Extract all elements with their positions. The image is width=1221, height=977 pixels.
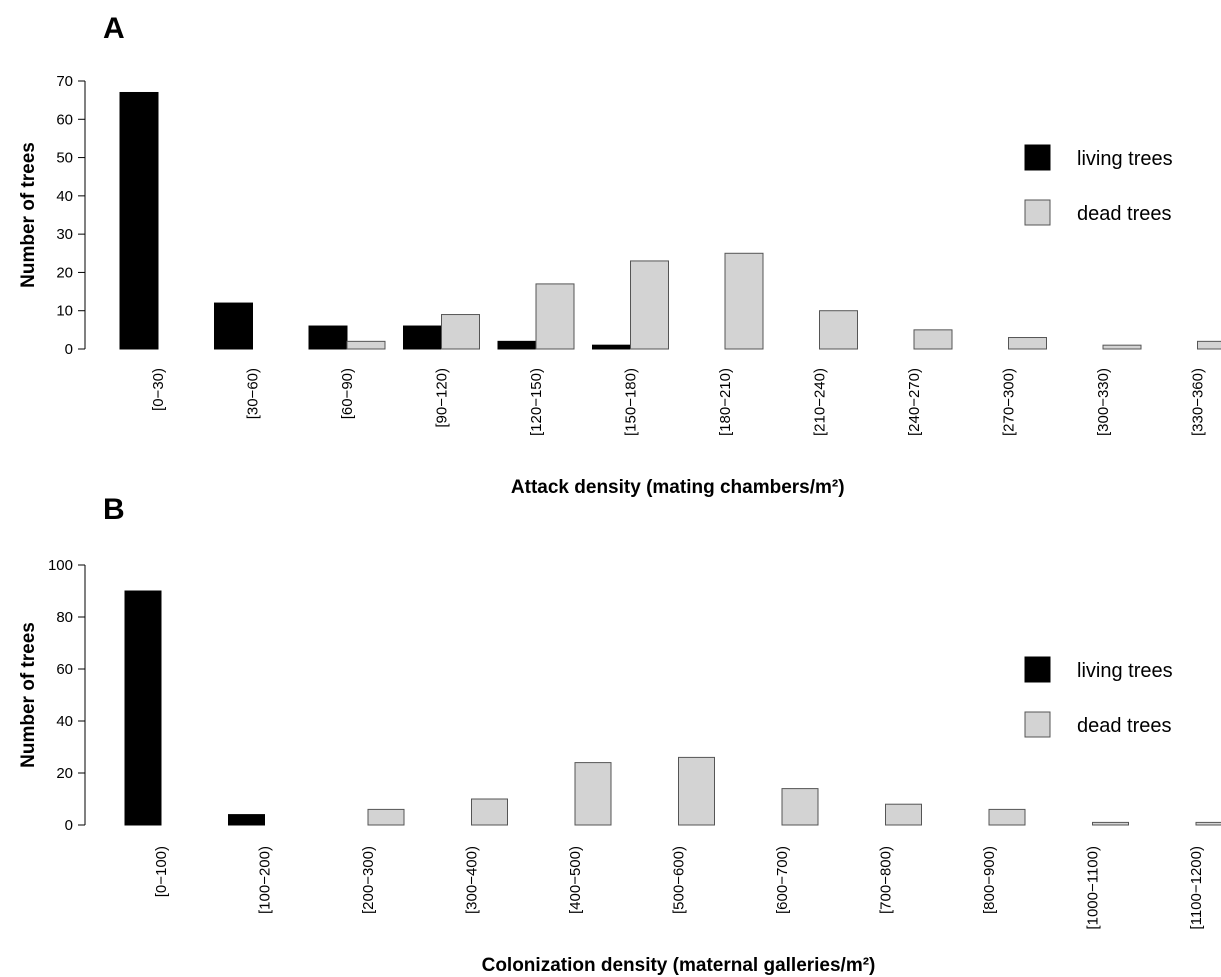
chart-b-panel-letter: B xyxy=(103,493,125,526)
chart-b-y-axis-label: Number of trees xyxy=(18,622,39,768)
chart-a-x-axis-label: Attack density (mating chambers/m²) xyxy=(511,477,845,498)
chart-b-x-category-label: [500−600) xyxy=(671,846,688,914)
chart-a-bar-dead xyxy=(346,340,386,350)
chart-a-svg: A 0 10 20 30 40 50 60 70 Number of trees [0−30) [30… xyxy=(18,12,1221,498)
chart-b-x-category-label: [1000−1100) xyxy=(1085,846,1102,930)
chart-b-x-category-label: [0−100) xyxy=(153,846,170,897)
chart-b-x-category-label: [700−800) xyxy=(878,846,895,914)
chart-b-bar-dead xyxy=(1195,821,1221,826)
chart-a-legend-swatch-living xyxy=(1024,144,1051,171)
chart-b-bar-dead xyxy=(367,808,405,826)
chart-a-legend-swatch-dead xyxy=(1024,199,1051,226)
chart-a-y-tick-label: 70 xyxy=(56,73,73,90)
chart-a-x-category-label: [270−300) xyxy=(1001,368,1018,436)
chart-a-panel-letter: A xyxy=(103,12,125,45)
chart-a-bar-dead xyxy=(535,283,575,350)
chart-a-bar-dead xyxy=(441,314,480,350)
chart-a-y-tick-label: 40 xyxy=(56,188,73,205)
chart-b-x-category-label: [300−400) xyxy=(464,846,481,914)
chart-b-y-tick-label: 60 xyxy=(56,661,73,678)
chart-b-bar-dead xyxy=(471,798,508,826)
chart-a-x-category-label: [30−60) xyxy=(245,368,262,419)
chart-a-bar-dead xyxy=(1102,344,1142,350)
chart-a-bar-living xyxy=(119,91,159,350)
chart-b-x-category-label: [400−500) xyxy=(567,846,584,914)
chart-b-bar-dead xyxy=(678,756,715,826)
chart-b-bar-living xyxy=(228,814,265,826)
chart-b-y-tick-label: 100 xyxy=(48,557,73,574)
chart-b-bar-dead xyxy=(781,788,819,826)
chart-panel-b: B 0 20 40 60 80 100 Number of trees [0−100) [100−… xyxy=(0,478,1221,977)
chart-a-x-category-label: [210−240) xyxy=(812,368,829,436)
chart-a-x-category-label: [330−360) xyxy=(1190,368,1207,436)
chart-a-bar-living xyxy=(403,325,442,350)
chart-a-bar-dead xyxy=(913,329,953,350)
chart-a-y-tick-label: 50 xyxy=(56,150,73,167)
chart-a-x-category-label: [180−210) xyxy=(717,368,734,436)
chart-a-x-category-label: [240−270) xyxy=(906,368,923,436)
chart-b-x-category-label: [800−900) xyxy=(981,846,998,914)
chart-a-x-category-label: [150−180) xyxy=(623,368,640,436)
chart-b-legend-swatch-living xyxy=(1024,656,1051,683)
chart-a-bar-dead xyxy=(1008,337,1047,350)
chart-b-x-axis-label: Colonization density (maternal galleries… xyxy=(482,955,876,976)
chart-b-y-tick-label: 40 xyxy=(56,713,73,730)
chart-a-bar-dead xyxy=(1197,340,1221,350)
chart-a-y-tick-label: 20 xyxy=(56,264,73,281)
chart-b-bar-dead xyxy=(1092,821,1129,826)
chart-a-bar-dead xyxy=(819,310,858,350)
chart-b-bar-dead xyxy=(988,808,1026,826)
chart-b-x-category-label: [600−700) xyxy=(774,846,791,914)
chart-b-x-category-label: [1100−1200) xyxy=(1188,846,1205,930)
chart-b-y-tick-label: 80 xyxy=(56,609,73,626)
chart-a-bar-dead xyxy=(630,260,669,350)
chart-b-y-tick-label: 0 xyxy=(65,817,73,834)
chart-b-x-category-label: [100−200) xyxy=(257,846,274,914)
chart-b-legend-label-dead: dead trees xyxy=(1077,715,1172,737)
chart-a-bar-living xyxy=(308,325,348,350)
chart-a-x-category-label: [0−30) xyxy=(150,368,167,411)
chart-a-y-tick-label: 30 xyxy=(56,226,73,243)
chart-a-x-category-label: [120−150) xyxy=(528,368,545,436)
chart-a-x-category-label: [60−90) xyxy=(339,368,356,419)
chart-b-x-category-label: [200−300) xyxy=(360,846,377,914)
chart-b-bar-dead xyxy=(574,762,612,826)
chart-b-y-tick-label: 20 xyxy=(56,765,73,782)
chart-a-legend-label-living: living trees xyxy=(1077,148,1173,170)
chart-b-legend-swatch-dead xyxy=(1024,711,1051,738)
chart-a-bar-living xyxy=(497,340,537,350)
chart-a-bar-living xyxy=(214,302,253,350)
chart-a-x-category-label: [90−120) xyxy=(434,368,451,428)
chart-a-y-tick-label: 60 xyxy=(56,111,73,128)
chart-b-bar-living xyxy=(124,590,162,826)
chart-b-bar-dead xyxy=(885,803,922,826)
chart-a-x-category-label: [300−330) xyxy=(1095,368,1112,436)
chart-a-bar-dead xyxy=(724,252,764,350)
chart-a-bar-living xyxy=(592,344,631,350)
chart-b-svg: B 0 20 40 60 80 100 Number of trees [0−100) [100−… xyxy=(18,493,1221,976)
chart-a-y-axis-label: Number of trees xyxy=(18,142,39,288)
chart-a-legend-label-dead: dead trees xyxy=(1077,203,1172,225)
chart-a-y-tick-label: 10 xyxy=(56,303,73,320)
chart-a-y-tick-label: 0 xyxy=(65,341,73,358)
chart-panel-a: A 0 10 20 30 40 50 60 70 Number of trees [0−30) [30… xyxy=(18,12,1221,498)
chart-b-legend-label-living: living trees xyxy=(1077,660,1173,682)
